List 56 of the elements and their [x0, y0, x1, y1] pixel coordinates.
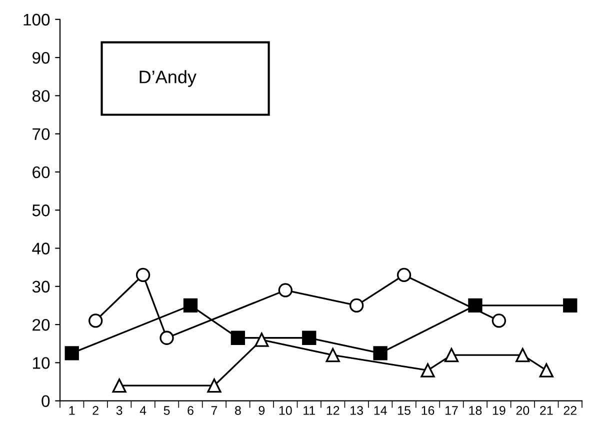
point: [230, 330, 246, 345]
x-tick-label: 20: [516, 406, 530, 415]
x-tick-label: 4: [140, 406, 146, 415]
x-tick-label: 19: [492, 406, 506, 415]
point: [326, 348, 340, 362]
x-tick-label: 18: [469, 406, 482, 415]
point: [112, 378, 126, 393]
point: [373, 346, 388, 360]
point: [183, 298, 198, 313]
x-tick-label: 21: [540, 406, 553, 415]
y-tick-label: 60: [32, 166, 50, 178]
x-tick-label: 6: [188, 406, 194, 415]
x-tick-label: 10: [279, 406, 292, 415]
x-tick-label: 2: [92, 406, 98, 415]
point: [396, 268, 412, 282]
x-tick-label: 15: [398, 406, 410, 415]
x-tick-label: 14: [374, 406, 387, 415]
y-tick-label: 20: [32, 318, 50, 331]
x-tick-label: 3: [116, 406, 122, 415]
x-tick-label: 7: [211, 406, 218, 415]
x-tick-label: 12: [326, 406, 340, 415]
y-tick-label: 0: [42, 395, 50, 408]
point: [492, 314, 506, 328]
x-tick-label: 13: [350, 406, 363, 415]
x-tick-label: 11: [304, 406, 316, 415]
x-tick-label: 5: [164, 406, 170, 415]
point: [539, 363, 554, 378]
x-tick-label: 16: [422, 406, 434, 415]
annotation: D’Andy: [140, 70, 196, 87]
x-tick-label: 9: [258, 406, 265, 415]
x-tick-label: 17: [446, 406, 458, 415]
y-tick-label: 100: [24, 14, 50, 26]
point: [302, 330, 316, 345]
point: [350, 298, 364, 313]
point: [254, 332, 269, 347]
point: [420, 363, 435, 378]
point: [207, 378, 222, 393]
y-tick-label: 70: [32, 128, 50, 140]
y-tick-label: 40: [32, 242, 50, 254]
y-tick-label: 50: [32, 204, 50, 216]
x-tick-label: 22: [564, 406, 576, 415]
y-tick-label: 30: [32, 280, 50, 293]
point: [278, 283, 292, 298]
point: [444, 348, 459, 362]
point: [516, 348, 530, 362]
x-tick-label: 8: [235, 406, 241, 415]
point: [563, 298, 578, 313]
x-tick-label: 1: [69, 406, 75, 415]
point: [88, 314, 103, 328]
point: [64, 346, 79, 360]
point: [160, 330, 174, 345]
y-tick-label: 80: [32, 90, 50, 102]
y-tick-label: 10: [33, 357, 50, 369]
y-tick-label: 90: [32, 52, 50, 64]
point: [468, 298, 482, 313]
point: [136, 268, 150, 282]
